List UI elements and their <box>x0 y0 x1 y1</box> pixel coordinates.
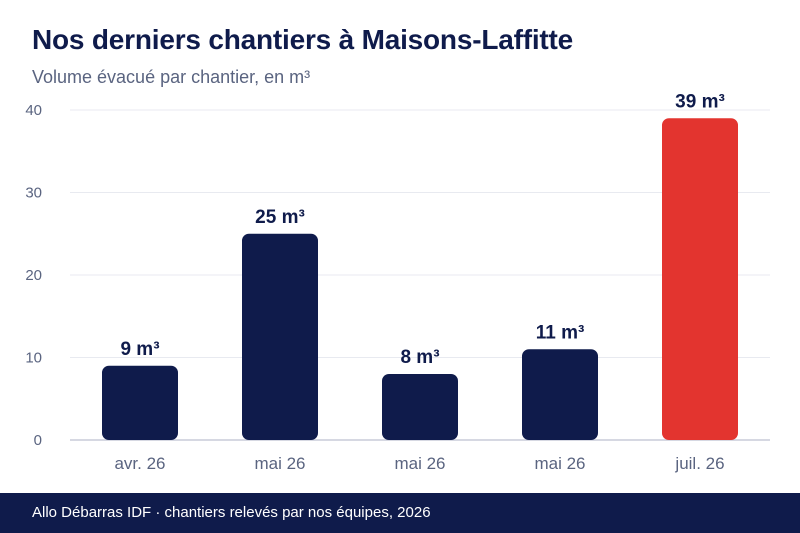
bar-chart: 0 10 20 30 40 9 m³ avr. 26 25 m³ mai 26 8 m³ mai 2… <box>25 91 770 473</box>
y-tick-label: 30 <box>25 185 42 202</box>
bar <box>662 118 738 440</box>
y-tick-label: 40 <box>25 102 42 119</box>
chart-subtitle: Volume évacué par chantier, en m³ <box>32 67 311 87</box>
x-tick-label: avr. 26 <box>114 454 165 473</box>
footer-bar: Allo Débarras IDF · chantiers relevés pa… <box>0 493 800 533</box>
y-tick-label: 10 <box>25 350 42 367</box>
footer-source: Allo Débarras IDF · chantiers relevés pa… <box>32 504 431 521</box>
bar-value-label: 25 m³ <box>255 207 305 228</box>
y-tick-label: 20 <box>25 267 42 284</box>
x-tick-label: mai 26 <box>254 454 305 473</box>
bar <box>242 233 318 440</box>
bar-value-label: 11 m³ <box>536 322 585 343</box>
y-tick-label: 0 <box>34 432 42 449</box>
chart-title: Nos derniers chantiers à Maisons-Laffitt… <box>32 24 574 55</box>
x-tick-label: mai 26 <box>394 454 445 473</box>
bar <box>102 365 178 440</box>
x-tick-label: mai 26 <box>534 454 585 473</box>
bar <box>382 374 458 440</box>
bar-value-label: 8 m³ <box>400 347 439 368</box>
bar-value-label: 39 m³ <box>675 91 725 112</box>
bar-value-label: 9 m³ <box>120 339 159 360</box>
x-tick-label: juil. 26 <box>674 454 724 473</box>
bar <box>522 349 598 440</box>
